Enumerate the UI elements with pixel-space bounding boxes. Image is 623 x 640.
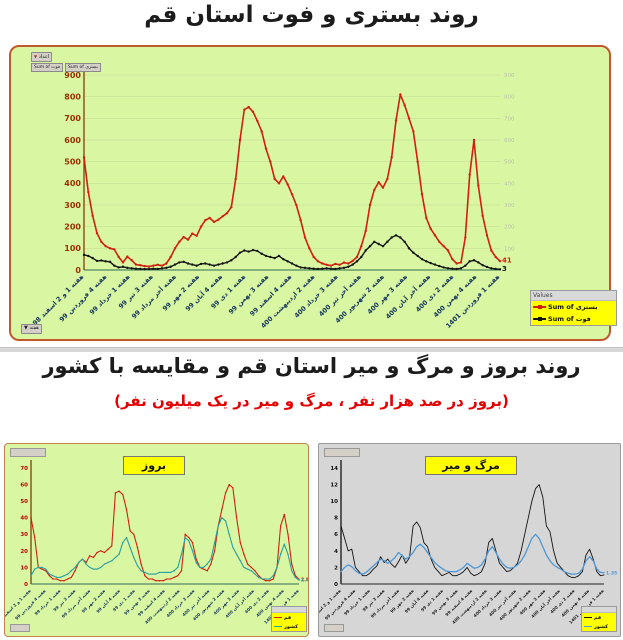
svg-text:20: 20	[20, 549, 28, 555]
incidence-legend: قم کشور	[271, 606, 307, 632]
svg-text:100: 100	[64, 244, 81, 253]
svg-text:2: 2	[334, 565, 338, 571]
main-chart-legend: Values Sum of بستری Sum of فوت	[530, 290, 617, 326]
legend-item-bastari: Sum of بستری	[531, 301, 616, 313]
field-button-bastari[interactable]: Sum of بستری	[65, 63, 101, 72]
svg-text:300: 300	[64, 201, 81, 210]
legend-header	[272, 607, 306, 613]
week-filter-chip[interactable]	[10, 624, 30, 632]
legend-label: کشور	[594, 623, 609, 630]
svg-text:800: 800	[64, 92, 81, 101]
svg-text:500: 500	[504, 160, 515, 166]
pivot-field-buttons: Sum of فوت Sum of بستری	[31, 63, 101, 72]
qom-line-marker-icon	[274, 616, 282, 619]
page-title: روند بستری و فوت استان قم	[144, 2, 479, 28]
legend-item-qom: قم	[272, 613, 306, 622]
legend-label: قم	[284, 614, 292, 621]
section-title: روند بروز و مرگ و میر استان قم و مقایسه …	[42, 354, 581, 378]
svg-text:400: 400	[504, 181, 515, 187]
legend-label: Sum of فوت	[548, 315, 591, 323]
svg-text:50: 50	[20, 499, 28, 505]
svg-text:200: 200	[64, 222, 81, 231]
legend-label: Sum of بستری	[548, 303, 598, 311]
svg-text:41: 41	[502, 257, 512, 265]
svg-text:600: 600	[504, 138, 515, 144]
legend-item-keshvar: کشور	[272, 622, 306, 631]
svg-text:0: 0	[334, 582, 338, 588]
mortality-chart-title: مرگ و میر	[425, 456, 517, 475]
legend-item-keshvar: کشور	[582, 622, 616, 631]
svg-text:40: 40	[20, 516, 28, 522]
mortality-legend: قم کشور	[581, 606, 617, 632]
filter-dropdown-icon: ▼	[34, 54, 38, 59]
svg-text:600: 600	[64, 136, 81, 145]
section-subtitle: (بروز در صد هزار نفر ، مرگ و میر در یک م…	[114, 392, 509, 410]
svg-text:4: 4	[334, 549, 338, 555]
svg-text:30: 30	[20, 532, 28, 538]
svg-text:1.35: 1.35	[606, 570, 617, 576]
svg-text:300: 300	[504, 203, 515, 209]
pivot-field-chip[interactable]	[10, 448, 46, 457]
svg-text:500: 500	[64, 157, 81, 166]
legend-header: Values	[531, 291, 616, 301]
section-divider	[0, 347, 623, 352]
svg-text:هفته 1 خرداد 99: هفته 1 خرداد 99	[88, 272, 132, 316]
svg-text:2.85: 2.85	[301, 577, 308, 583]
legend-label: کشور	[284, 623, 299, 630]
legend-label: قم	[594, 614, 602, 621]
bastari-line-marker-icon	[533, 305, 546, 309]
week-filter-chip[interactable]	[324, 624, 344, 632]
svg-text:200: 200	[504, 225, 515, 231]
week-label: هفته	[29, 325, 39, 331]
legend-item-fot: Sum of فوت	[531, 313, 616, 325]
numbers-filter-button[interactable]: ▼ اعداد	[31, 52, 53, 62]
legend-item-qom: قم	[582, 613, 616, 622]
svg-text:700: 700	[64, 114, 81, 123]
svg-text:0: 0	[75, 266, 81, 275]
week-dropdown-icon: ▼	[24, 325, 28, 331]
svg-text:900: 900	[64, 71, 81, 80]
svg-text:0: 0	[24, 582, 28, 588]
svg-text:70: 70	[20, 466, 28, 472]
svg-text:10: 10	[20, 565, 28, 571]
keshvar-line-marker-icon	[274, 625, 282, 628]
svg-text:هفته آخر تیر 400: هفته آخر تیر 400	[317, 272, 363, 318]
svg-text:400: 400	[64, 179, 81, 188]
svg-text:12: 12	[330, 482, 338, 488]
qom-line-marker-icon	[584, 616, 592, 619]
svg-text:10: 10	[330, 499, 338, 505]
svg-text:هفته 3 بهمن 99: هفته 3 بهمن 99	[227, 272, 271, 316]
svg-text:هفته 3 مهر 400: هفته 3 مهر 400	[366, 272, 410, 316]
incidence-chart-title: بروز	[123, 456, 185, 475]
svg-text:60: 60	[20, 482, 28, 488]
hospitalization-death-chart: 0 100 200 300 400 500 600 700 800 900 100 200 300 400…	[31, 67, 515, 330]
week-filter-button[interactable]: ▼ هفته	[21, 324, 42, 334]
hospitalization-death-chart-panel: 0 100 200 300 400 500 600 700 800 900 100 200 300 400…	[9, 45, 617, 341]
svg-text:2.40: 2.40	[301, 578, 308, 584]
keshvar-line-marker-icon	[584, 625, 592, 628]
legend-header	[582, 607, 616, 613]
fot-line-marker-icon	[533, 317, 546, 321]
filter-label: اعداد	[38, 54, 50, 60]
pivot-field-chip[interactable]	[324, 448, 360, 457]
field-button-fot[interactable]: Sum of فوت	[31, 63, 64, 72]
svg-text:6: 6	[334, 532, 338, 538]
svg-text:800: 800	[504, 95, 515, 101]
svg-text:100: 100	[504, 246, 515, 252]
svg-text:900: 900	[504, 73, 515, 79]
svg-text:8: 8	[334, 516, 338, 522]
svg-text:14: 14	[330, 466, 338, 472]
svg-text:700: 700	[504, 116, 515, 122]
svg-text:هفته 4 اسفند 99: هفته 4 اسفند 99	[248, 272, 294, 318]
svg-text:3: 3	[502, 265, 507, 273]
